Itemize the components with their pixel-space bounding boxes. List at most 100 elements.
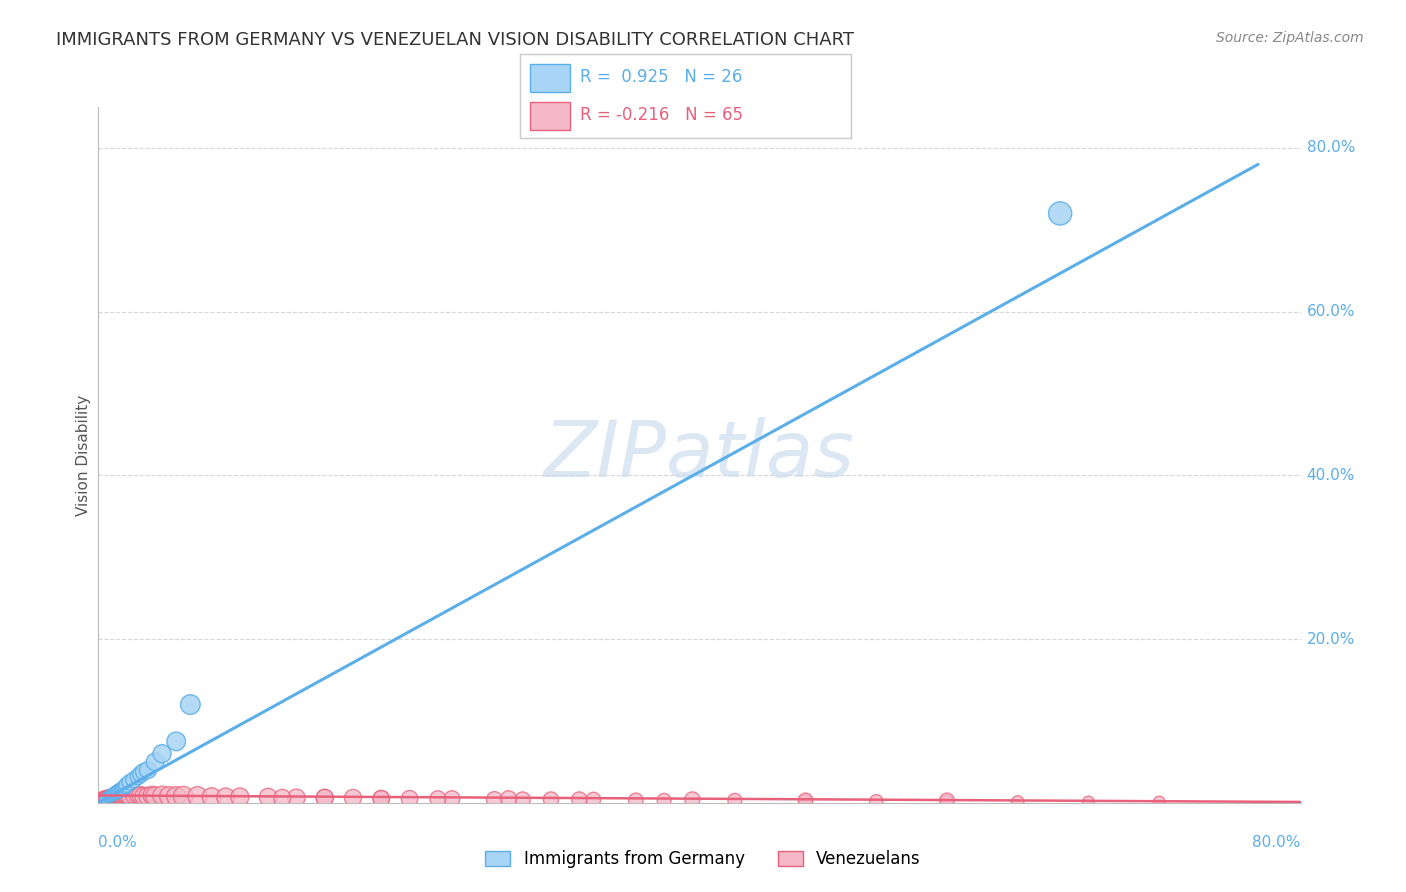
Point [398,791,420,805]
Point [794,793,817,807]
Point [104,786,127,800]
Point [127,770,149,784]
Point [426,791,449,805]
Point [1007,795,1029,809]
Point [285,790,308,805]
Point [1077,795,1099,809]
Point [112,780,135,795]
Point [103,787,125,801]
Point [111,781,134,796]
Legend: Immigrants from Germany, Venezuelans: Immigrants from Germany, Venezuelans [478,844,928,875]
Point [101,788,124,802]
Point [370,791,392,805]
Point [94,791,117,805]
Point [440,791,463,805]
Point [172,789,194,804]
Text: 20.0%: 20.0% [1306,632,1355,647]
Point [652,793,675,807]
Point [132,764,155,779]
Point [132,789,155,804]
Point [484,792,506,806]
Point [143,755,166,769]
Point [111,789,134,804]
Point [107,789,129,804]
Point [582,792,605,806]
Text: 60.0%: 60.0% [1306,304,1355,319]
Point [229,790,252,805]
Point [122,789,145,803]
Point [115,789,138,803]
Point [97,790,120,805]
Point [342,790,364,805]
Point [129,789,152,803]
Point [129,767,152,781]
Point [101,789,124,803]
Point [136,763,159,777]
Point [98,789,121,804]
Point [498,791,520,805]
Point [96,790,118,805]
Point [936,794,959,808]
Point [936,793,959,807]
Point [314,790,336,805]
Point [104,789,127,803]
Point [93,790,115,805]
Text: 80.0%: 80.0% [1253,836,1301,850]
Point [370,791,392,805]
Point [100,789,122,804]
Point [89,791,111,805]
Point [150,747,173,761]
Point [122,772,145,787]
Point [314,790,336,805]
Point [100,789,122,803]
Point [98,789,121,804]
Point [90,790,112,805]
Point [724,793,747,807]
Text: R =  0.925   N = 26: R = 0.925 N = 26 [579,69,742,87]
Point [114,789,136,803]
Point [105,789,128,803]
Point [127,789,149,803]
Point [157,789,180,804]
Text: 80.0%: 80.0% [1306,140,1355,155]
Point [794,794,817,808]
Point [110,789,132,804]
Point [107,784,129,798]
Point [105,785,128,799]
Point [512,792,534,806]
Point [165,734,187,748]
Point [540,792,562,806]
Point [136,789,159,804]
Point [112,789,135,803]
Point [681,792,703,806]
Text: IMMIGRANTS FROM GERMANY VS VENEZUELAN VISION DISABILITY CORRELATION CHART: IMMIGRANTS FROM GERMANY VS VENEZUELAN VI… [56,31,855,49]
Point [186,789,208,804]
Point [114,780,136,794]
Point [568,792,591,806]
Point [271,790,294,805]
Text: Source: ZipAtlas.com: Source: ZipAtlas.com [1216,31,1364,45]
Point [141,789,163,803]
Point [108,789,131,803]
Point [97,789,120,804]
FancyBboxPatch shape [530,63,569,92]
Point [143,789,166,804]
Point [179,698,201,712]
Point [865,794,887,808]
Text: 0.0%: 0.0% [98,836,138,850]
Text: ZIPatlas: ZIPatlas [544,417,855,493]
Point [110,782,132,797]
Point [118,775,141,789]
Point [624,793,647,807]
Point [103,789,125,803]
Point [115,778,138,792]
Point [215,790,238,805]
FancyBboxPatch shape [530,102,569,130]
Y-axis label: Vision Disability: Vision Disability [76,394,91,516]
Point [108,783,131,797]
Point [165,789,187,804]
Point [200,790,222,805]
Point [118,789,141,804]
Point [257,790,280,805]
Text: R = -0.216   N = 65: R = -0.216 N = 65 [579,105,742,123]
